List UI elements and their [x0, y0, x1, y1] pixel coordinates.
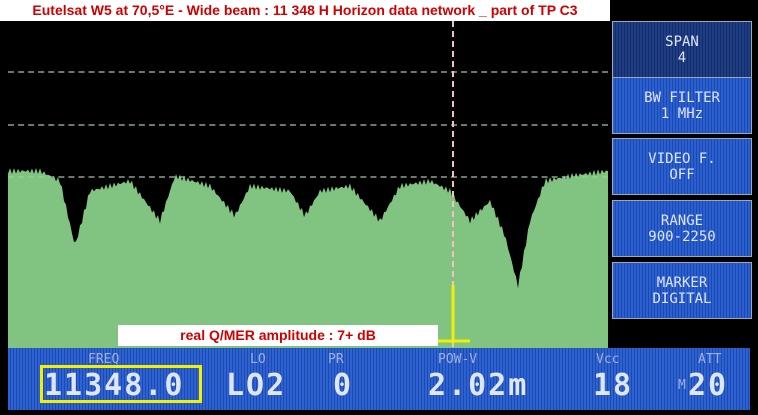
pow-value: 2.02m — [428, 368, 529, 403]
softkey-label: MARKER — [656, 274, 708, 291]
softkey-marker[interactable]: MARKER DIGITAL — [612, 262, 752, 319]
pow-label: POW-V — [438, 352, 478, 367]
lo-value: LO2 — [226, 368, 287, 403]
lo-label: LO — [250, 352, 266, 367]
softkey-span[interactable]: SPAN 4 — [612, 21, 752, 78]
spectrum-display — [0, 21, 612, 348]
vcc-label: Vcc — [596, 352, 620, 367]
freq-highlight-box — [40, 365, 202, 403]
pr-label: PR — [328, 352, 344, 367]
att-label: ATT — [698, 352, 722, 367]
gridline — [8, 71, 608, 73]
status-bar: FREQ 11348.0 LO LO2 PR 0 POW-V 2.02m Vcc… — [8, 348, 750, 410]
softkey-label: VIDEO F. — [648, 150, 716, 167]
title-banner: Eutelsat W5 at 70,5°E - Wide beam : 11 3… — [0, 0, 610, 21]
att-prefix: M — [678, 378, 686, 393]
freq-value[interactable]: 11348.0 — [44, 368, 185, 403]
softkey-label: SPAN — [665, 33, 699, 50]
softkey-range[interactable]: RANGE 900-2250 — [612, 200, 752, 257]
softkey-video-filter[interactable]: VIDEO F. OFF — [612, 138, 752, 195]
trace-fill — [8, 168, 608, 348]
softkey-value: 4 — [677, 49, 687, 66]
softkey-value: DIGITAL — [652, 290, 712, 307]
spectrum-trace — [8, 21, 608, 348]
softkey-value: 1 MHz — [660, 105, 704, 122]
pr-value: 0 — [333, 368, 354, 403]
gridline — [8, 176, 608, 178]
freq-label: FREQ — [88, 352, 120, 367]
vcc-value: 18 — [593, 368, 634, 403]
gridline — [8, 124, 608, 126]
softkey-bw-filter[interactable]: BW FILTER 1 MHz — [612, 77, 752, 134]
softkey-label: BW FILTER — [644, 89, 720, 106]
qmer-annotation: real Q/MER amplitude : 7+ dB — [118, 325, 438, 346]
softkey-value: 900-2250 — [648, 228, 716, 245]
att-value: 20 — [688, 368, 729, 403]
softkey-label: RANGE — [660, 212, 704, 229]
softkey-value: OFF — [669, 166, 695, 183]
